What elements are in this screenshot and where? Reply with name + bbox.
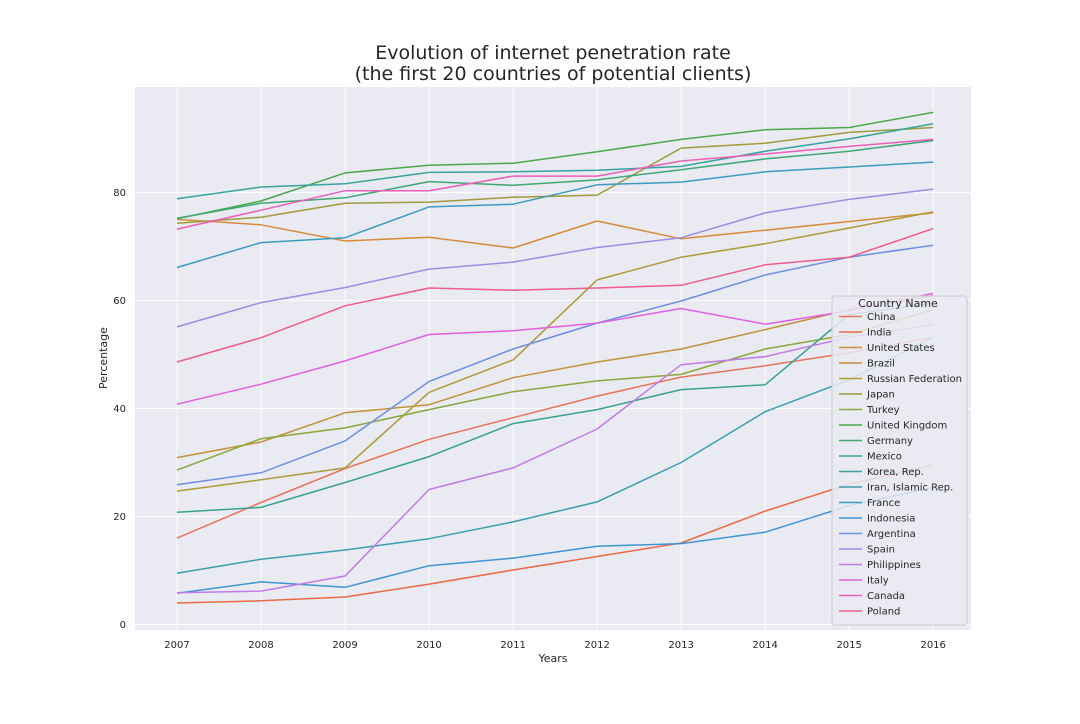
legend-label-3: Brazil — [867, 359, 895, 370]
legend-label-8: Germany — [867, 436, 913, 447]
series-line-19 — [176, 227, 934, 363]
x-tick-label: 2014 — [752, 640, 777, 651]
series-line-17 — [176, 292, 934, 405]
x-tick-label: 2015 — [836, 640, 861, 651]
x-tick-label: 2007 — [164, 640, 189, 651]
legend-label-14: Argentina — [867, 529, 916, 540]
legend: Country Name China India United States Braz… — [831, 295, 968, 626]
x-tick-labels: 2007 2008 2009 2010 2011 2012 2013 2014 2015 2016 — [164, 640, 946, 651]
series-line-6 — [176, 308, 934, 471]
y-tick-label: 80 — [113, 188, 126, 199]
series-line-16 — [176, 323, 934, 594]
y-tick-label: 40 — [113, 404, 126, 415]
legend-label-18: Canada — [867, 591, 905, 602]
legend-label-19: Poland — [867, 607, 900, 618]
series-line-18 — [176, 138, 934, 230]
x-tick-label: 2009 — [332, 640, 357, 651]
x-tick-label: 2011 — [500, 640, 525, 651]
series-line-12 — [176, 161, 934, 269]
legend-label-0: China — [867, 312, 896, 323]
x-tick-label: 2012 — [584, 640, 609, 651]
series-line-14 — [176, 244, 934, 486]
series-line-7 — [176, 111, 934, 220]
x-tick-label: 2010 — [416, 640, 441, 651]
y-axis-title: Percentage — [97, 327, 110, 389]
legend-label-6: Turkey — [866, 405, 900, 416]
legend-label-16: Philippines — [867, 560, 921, 571]
series-line-13 — [176, 486, 934, 595]
x-tick-label: 2016 — [920, 640, 945, 651]
legend-label-9: Mexico — [867, 452, 902, 463]
legend-label-11: Iran, Islamic Rep. — [867, 483, 953, 494]
series-line-5 — [176, 126, 934, 224]
legend-label-13: Indonesia — [867, 514, 915, 525]
legend-label-10: Korea, Rep. — [867, 467, 924, 478]
legend-label-2: United States — [867, 343, 935, 354]
legend-label-7: United Kingdom — [867, 421, 947, 432]
legend-label-4: Russian Federation — [867, 374, 962, 385]
series-line-10 — [176, 122, 934, 200]
legend-label-17: Italy — [867, 576, 889, 587]
series-line-1 — [176, 464, 934, 604]
legend-label-5: Japan — [866, 390, 895, 401]
series-line-15 — [176, 188, 934, 328]
series-line-2 — [176, 212, 934, 249]
legend-label-15: Spain — [867, 545, 895, 556]
series-line-9 — [176, 302, 934, 513]
legend-label-12: France — [867, 498, 900, 509]
legend-title: Country Name — [858, 297, 938, 310]
series-line-3 — [176, 294, 934, 459]
series-line-0 — [176, 336, 934, 539]
legend-box — [831, 295, 968, 626]
series-line-11 — [176, 336, 934, 575]
y-tick-label: 60 — [113, 296, 126, 307]
chart-title: Evolution of internet penetration rate — [375, 42, 731, 64]
x-tick-label: 2013 — [668, 640, 693, 651]
y-tick-label: 0 — [120, 620, 126, 631]
x-tick-label: 2008 — [248, 640, 273, 651]
chart-subtitle: (the first 20 countries of potential cli… — [355, 63, 752, 85]
y-tick-label: 20 — [113, 512, 126, 523]
series-line-4 — [176, 211, 934, 492]
legend-label-1: India — [867, 328, 892, 339]
x-axis-title: Years — [537, 652, 567, 665]
y-tick-labels: 0 20 40 60 80 — [113, 188, 126, 631]
series-lines — [176, 111, 934, 604]
